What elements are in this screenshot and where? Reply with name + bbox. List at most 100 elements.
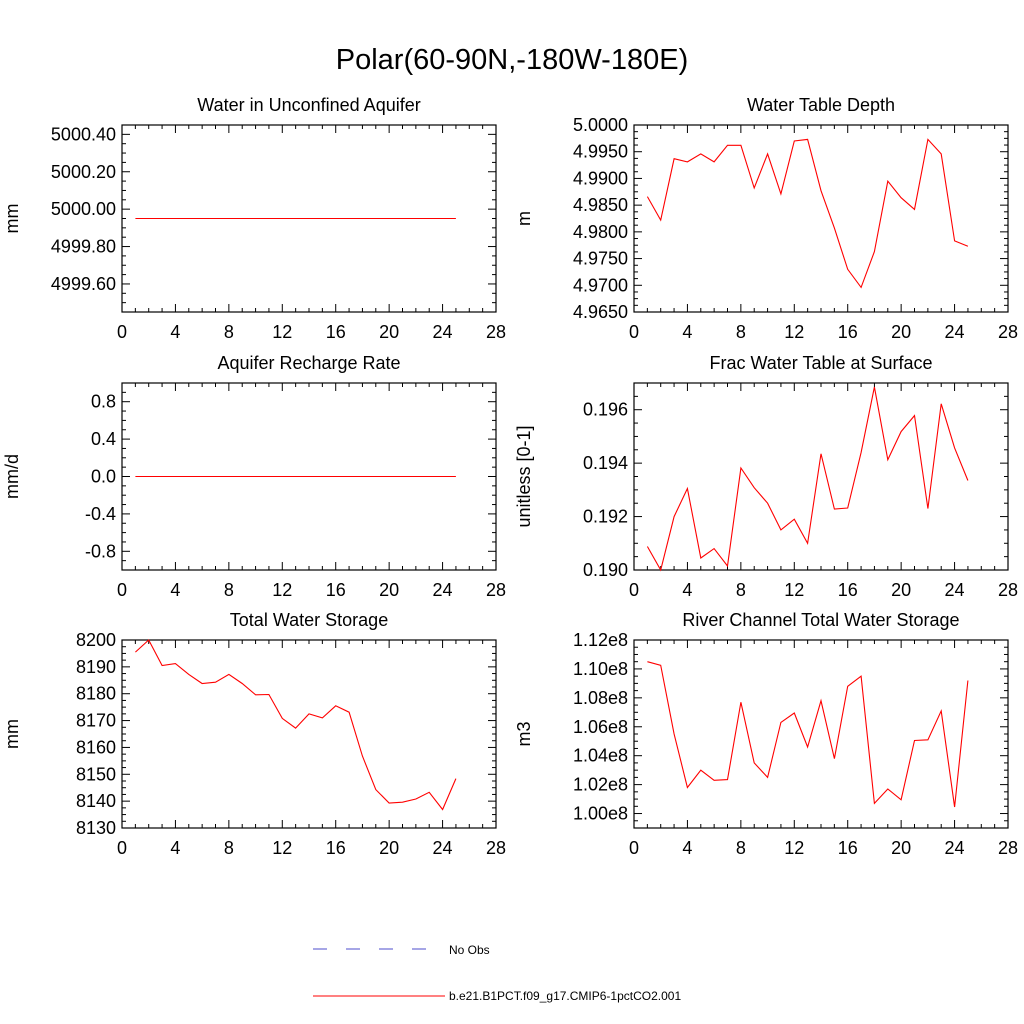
chart-title: Total Water Storage bbox=[230, 610, 388, 630]
y-tick-label: 0.0 bbox=[91, 467, 116, 487]
chart-panel-2: Water Table Depth m 0 4 8 12 16 20 24 28 4.9650 4.9… bbox=[514, 95, 1018, 342]
chart-panel-3: Aquifer Recharge Rate mm/d 0 4 8 12 16 20 24 28 -0… bbox=[2, 353, 506, 600]
y-tick-label: 5.0000 bbox=[573, 115, 628, 135]
y-tick-label: 8200 bbox=[76, 630, 116, 650]
x-tick-label: 24 bbox=[433, 838, 453, 858]
x-tick-label: 28 bbox=[998, 838, 1018, 858]
x-tick-label: 0 bbox=[629, 580, 639, 600]
legend-label-no-obs: No Obs bbox=[449, 943, 490, 957]
x-tick-label: 24 bbox=[433, 580, 453, 600]
x-tick-label: 16 bbox=[838, 838, 858, 858]
y-axis-label: mm bbox=[2, 204, 22, 234]
x-tick-label: 4 bbox=[170, 322, 180, 342]
x-tick-label: 24 bbox=[433, 322, 453, 342]
x-tick-label: 16 bbox=[326, 322, 346, 342]
x-tick-label: 16 bbox=[838, 580, 858, 600]
y-tick-label: 4999.60 bbox=[51, 274, 116, 294]
figure-title: Polar(60-90N,-180W-180E) bbox=[335, 44, 689, 76]
x-tick-label: 0 bbox=[117, 838, 127, 858]
y-tick-label: 8160 bbox=[76, 737, 116, 757]
y-tick-label: 1.10e8 bbox=[573, 659, 628, 679]
x-tick-label: 20 bbox=[891, 580, 911, 600]
chart-title: Water Table Depth bbox=[747, 95, 895, 115]
y-tick-label: 0.8 bbox=[91, 392, 116, 412]
y-tick-label: 4.9800 bbox=[573, 222, 628, 242]
x-tick-label: 8 bbox=[224, 580, 234, 600]
y-tick-label: 4.9650 bbox=[573, 302, 628, 322]
x-tick-label: 20 bbox=[891, 838, 911, 858]
y-tick-label: 0.4 bbox=[91, 429, 116, 449]
plot-frame bbox=[633, 639, 1009, 829]
x-tick-label: 4 bbox=[170, 580, 180, 600]
y-tick-label: 4.9750 bbox=[573, 249, 628, 269]
y-tick-label: 1.08e8 bbox=[573, 688, 628, 708]
x-tick-label: 16 bbox=[838, 322, 858, 342]
y-tick-label: -0.4 bbox=[85, 504, 116, 524]
x-tick-label: 24 bbox=[945, 322, 965, 342]
y-tick-label: 1.12e8 bbox=[573, 630, 628, 650]
series-line-1 bbox=[647, 661, 969, 808]
y-tick-label: 8190 bbox=[76, 657, 116, 677]
series-line-1 bbox=[646, 138, 969, 289]
y-tick-label: 0.192 bbox=[583, 507, 628, 527]
y-tick-label: 1.04e8 bbox=[573, 746, 628, 766]
plot-frame bbox=[633, 124, 1009, 313]
chart-title: Frac Water Table at Surface bbox=[709, 353, 932, 373]
x-tick-label: 4 bbox=[170, 838, 180, 858]
x-tick-label: 0 bbox=[117, 322, 127, 342]
x-tick-label: 28 bbox=[998, 322, 1018, 342]
series-line-1 bbox=[135, 639, 457, 811]
x-tick-label: 12 bbox=[784, 838, 804, 858]
chart-title: River Channel Total Water Storage bbox=[682, 610, 959, 630]
x-tick-label: 24 bbox=[945, 838, 965, 858]
x-tick-label: 12 bbox=[272, 838, 292, 858]
chart-panel-1: Water in Unconfined Aquifer mm 0 4 8 12 16 20 24… bbox=[2, 95, 506, 342]
legend: No Obs b.e21.B1PCT.f09_g17.CMIP6-1pctCO2… bbox=[313, 943, 681, 1003]
y-tick-label: 5000.00 bbox=[51, 199, 116, 219]
chart-panel-4: Frac Water Table at Surface unitless [0-1… bbox=[514, 353, 1018, 600]
x-tick-label: 12 bbox=[272, 580, 292, 600]
x-tick-label: 12 bbox=[784, 580, 804, 600]
x-tick-label: 8 bbox=[224, 838, 234, 858]
chart-panel-5: Total Water Storage mm 0 4 8 12 16 20 24 28 8130 81… bbox=[2, 610, 506, 858]
x-tick-label: 0 bbox=[629, 838, 639, 858]
y-tick-label: 8130 bbox=[76, 818, 116, 838]
y-tick-label: 8140 bbox=[76, 791, 116, 811]
x-tick-label: 4 bbox=[682, 838, 692, 858]
y-tick-label: 5000.20 bbox=[51, 162, 116, 182]
chart-title: Water in Unconfined Aquifer bbox=[197, 95, 420, 115]
plot-frame bbox=[121, 639, 497, 829]
y-tick-label: 0.196 bbox=[583, 400, 628, 420]
y-tick-label: 4.9950 bbox=[573, 142, 628, 162]
x-tick-label: 20 bbox=[379, 322, 399, 342]
y-tick-label: 8150 bbox=[76, 764, 116, 784]
y-axis-label: mm/d bbox=[2, 454, 22, 499]
y-axis-label: m3 bbox=[514, 721, 534, 746]
x-tick-label: 12 bbox=[784, 322, 804, 342]
y-tick-label: 5000.40 bbox=[51, 124, 116, 144]
x-tick-label: 4 bbox=[682, 580, 692, 600]
chart-panel-6: River Channel Total Water Storage m3 0 4 8 12… bbox=[514, 610, 1018, 858]
x-tick-label: 20 bbox=[379, 838, 399, 858]
y-tick-label: 1.02e8 bbox=[573, 775, 628, 795]
y-tick-label: 4999.80 bbox=[51, 237, 116, 257]
y-axis-label: m bbox=[514, 211, 534, 226]
x-tick-label: 28 bbox=[486, 580, 506, 600]
x-tick-label: 20 bbox=[379, 580, 399, 600]
x-tick-label: 16 bbox=[326, 580, 346, 600]
series-line-1 bbox=[646, 386, 969, 572]
x-tick-label: 16 bbox=[326, 838, 346, 858]
y-axis-label: mm bbox=[2, 719, 22, 749]
y-tick-label: -0.8 bbox=[85, 541, 116, 561]
y-tick-label: 4.9900 bbox=[573, 168, 628, 188]
x-tick-label: 28 bbox=[486, 322, 506, 342]
x-tick-label: 8 bbox=[736, 838, 746, 858]
y-tick-label: 8180 bbox=[76, 684, 116, 704]
y-tick-label: 1.06e8 bbox=[573, 717, 628, 737]
plot-frame bbox=[633, 382, 1009, 571]
y-axis-label: unitless [0-1] bbox=[514, 425, 534, 527]
y-tick-label: 0.194 bbox=[583, 453, 628, 473]
panels-group: Water in Unconfined Aquifer mm 0 4 8 12 16 20 24… bbox=[2, 95, 1018, 858]
x-tick-label: 24 bbox=[945, 580, 965, 600]
